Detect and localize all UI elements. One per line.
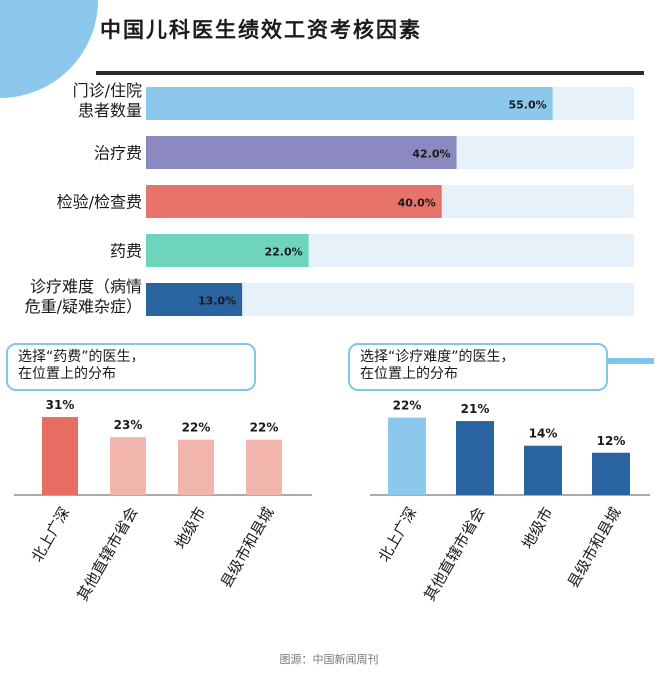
category-label: 县级市和县城: [217, 504, 278, 591]
category-label: 患者数量: [78, 101, 142, 120]
category-label: 治疗费: [94, 144, 142, 163]
bar: [178, 439, 214, 495]
callout-connector: [606, 358, 654, 364]
bar: [110, 437, 146, 495]
data-label: 22%: [250, 421, 279, 435]
title-underline: [96, 71, 644, 75]
category-label: 其他直辖市省会: [420, 504, 488, 604]
category-label: 北上广深: [28, 504, 74, 565]
category-label: 县级市和县城: [564, 504, 625, 591]
data-label: 22.0%: [264, 246, 302, 259]
data-label: 22%: [393, 399, 422, 413]
data-label: 13.0%: [198, 295, 236, 308]
bar: [524, 445, 562, 495]
category-label: 门诊/住院: [73, 81, 142, 100]
category-label: 检验/检查费: [57, 193, 142, 212]
callout-line-1: 选择“诊疗难度”的医生，: [360, 349, 515, 365]
category-label: 地级市: [171, 504, 209, 552]
callout-line-1: 选择“药费”的医生，: [18, 349, 145, 365]
bar: [146, 283, 243, 316]
data-label: 40.0%: [398, 197, 436, 210]
difficulty-callout: 选择“诊疗难度”的医生， 在位置上的分布: [348, 343, 608, 391]
data-label: 42.0%: [412, 148, 450, 161]
data-label: 23%: [114, 418, 143, 432]
data-label: 12%: [597, 434, 626, 448]
data-label: 22%: [182, 421, 211, 435]
callout-line-2: 在位置上的分布: [360, 366, 458, 382]
data-label: 14%: [529, 427, 558, 441]
bar: [146, 87, 553, 120]
corner-decoration: [0, 0, 98, 98]
callout-line-2: 在位置上的分布: [18, 366, 116, 382]
bar: [388, 417, 426, 495]
bar: [456, 421, 494, 495]
category-label: 诊疗难度（病情: [30, 277, 142, 296]
category-label: 北上广深: [375, 504, 421, 565]
difficulty-location-chart: 22% 北上广深 21% 其他直辖市省会 14% 地级市 12% 县级市和县城: [370, 399, 650, 604]
drug-fee-location-chart: 31% 北上广深 23% 其他直辖市省会 22% 地级市 22% 县级市和县城: [14, 398, 312, 604]
category-label: 地级市: [518, 504, 556, 552]
source-note: 图源：中国新闻周刊: [279, 653, 379, 666]
bar: [592, 452, 630, 495]
data-label: 31%: [46, 398, 75, 412]
category-label: 药费: [110, 242, 142, 261]
bar: [146, 185, 442, 218]
bar: [42, 417, 78, 495]
category-label: 危重/疑难杂症）: [25, 297, 142, 316]
drug-fee-callout: 选择“药费”的医生， 在位置上的分布: [6, 343, 256, 391]
category-label: 其他直辖市省会: [73, 504, 141, 604]
data-label: 55.0%: [508, 99, 546, 112]
bar: [246, 439, 282, 495]
chart-title: 中国儿科医生绩效工资考核因素: [100, 18, 422, 42]
bar: [146, 136, 457, 169]
bar: [146, 234, 309, 267]
data-label: 21%: [461, 402, 490, 416]
